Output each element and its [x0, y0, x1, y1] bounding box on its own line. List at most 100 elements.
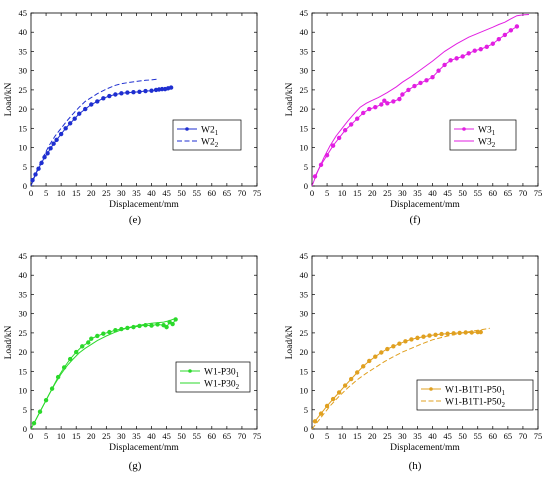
legend-subscript: 2: [236, 383, 240, 391]
data-point: [149, 323, 154, 328]
y-tick-label: 40: [19, 270, 28, 280]
legend-subscript: 2: [501, 401, 505, 409]
legend-entry: W1-P302: [204, 380, 240, 392]
x-tick-label: 30: [117, 188, 126, 198]
data-point: [466, 51, 471, 56]
y-tick-label: 35: [19, 289, 28, 299]
x-tick-label: 10: [57, 431, 66, 441]
data-point: [448, 58, 453, 63]
y-tick-label: 35: [300, 46, 309, 56]
x-tick-label: 20: [87, 431, 96, 441]
y-tick-label: 45: [19, 251, 28, 261]
data-point: [348, 122, 354, 127]
x-tick-label: 15: [353, 188, 362, 198]
x-tick-label: 35: [413, 188, 422, 198]
x-axis-label: Displacement/mm: [390, 443, 460, 453]
x-tick-label: 45: [443, 431, 452, 441]
data-point: [170, 321, 175, 327]
data-point: [143, 88, 148, 94]
data-point: [433, 332, 438, 338]
x-tick-label: 5: [44, 188, 48, 198]
data-point: [125, 90, 130, 95]
data-point: [336, 135, 342, 141]
data-point: [460, 54, 465, 59]
x-tick-label: 40: [428, 188, 437, 198]
x-tick-label: 5: [325, 431, 329, 441]
legend-box: [172, 119, 242, 151]
x-tick-label: 65: [504, 431, 513, 441]
panel-caption: (g): [129, 460, 142, 472]
x-tick-label: 65: [504, 188, 513, 198]
data-point: [436, 68, 441, 73]
x-tick-label: 70: [519, 431, 528, 441]
data-point: [382, 98, 387, 103]
y-tick-label: 30: [300, 309, 309, 319]
data-point: [412, 83, 417, 89]
legend-entry: W32: [478, 138, 496, 150]
chart-f: 0 5 10 15 20 25 30 35 40 45 50 55 60 65 70 75 0 5 10 15 20 25…: [285, 8, 542, 226]
data-point: [89, 102, 94, 107]
plot-frame: [30, 255, 258, 430]
data-point: [318, 411, 324, 416]
data-point: [74, 349, 79, 355]
legend-subscript: 2: [492, 141, 496, 149]
y-axis-label: Load/kN: [285, 82, 295, 116]
data-point: [330, 143, 336, 148]
series-line-2: [30, 78, 158, 187]
y-tick-label: 10: [300, 386, 309, 396]
chart-h: 0 5 10 15 20 25 30 35 40 45 50 55 60 65 70 75 0 5 10 15 20 25…: [285, 251, 542, 472]
legend-subscript: 1: [492, 129, 496, 137]
y-tick-label: 45: [300, 8, 309, 18]
legend-name: W3: [478, 126, 492, 136]
data-point: [439, 331, 444, 337]
y-tick-label: 15: [300, 123, 309, 133]
x-tick-label: 25: [383, 188, 392, 198]
legend-entry: W1-P301: [204, 368, 240, 380]
data-point: [161, 323, 166, 328]
legend-box: [175, 361, 251, 393]
data-point: [95, 99, 100, 104]
x-tick-label: 20: [87, 188, 96, 198]
x-axis-label: Displacement/mm: [109, 200, 179, 210]
y-tick-label: 0: [23, 424, 27, 434]
y-tick-label: 20: [19, 347, 28, 357]
series-line-1: [32, 87, 172, 181]
x-tick-label: 50: [177, 431, 186, 441]
x-tick-label: 70: [238, 188, 247, 198]
y-tick-label: 40: [300, 27, 309, 37]
data-point: [367, 358, 372, 364]
data-point: [397, 341, 402, 346]
y-tick-label: 10: [19, 143, 28, 153]
y-tick-label: 0: [23, 181, 27, 191]
y-tick-label: 25: [300, 328, 309, 338]
x-tick-label: 25: [102, 188, 111, 198]
y-axis-label: Load/kN: [285, 325, 295, 359]
series-line-2: [311, 14, 530, 187]
x-tick-label: 50: [177, 188, 186, 198]
x-tick-label: 30: [117, 431, 126, 441]
x-tick-label: 40: [147, 188, 156, 198]
data-point: [397, 96, 402, 102]
x-tick-label: 5: [325, 188, 329, 198]
x-tick-label: 25: [102, 431, 111, 441]
x-tick-label: 35: [413, 431, 422, 441]
x-tick-label: 5: [44, 431, 48, 441]
data-point: [137, 89, 142, 95]
data-point: [424, 78, 429, 83]
y-tick-label: 30: [19, 66, 28, 76]
data-point: [478, 46, 483, 52]
legend-name: W2: [201, 126, 215, 136]
x-tick-label: 75: [534, 188, 543, 198]
y-tick-label: 5: [23, 162, 27, 172]
y-tick-label: 5: [304, 162, 308, 172]
x-tick-label: 0: [29, 431, 33, 441]
x-tick-label: 0: [310, 188, 314, 198]
x-tick-label: 10: [338, 431, 347, 441]
data-point: [336, 390, 342, 395]
x-tick-label: 60: [489, 431, 498, 441]
legend-subscript: 2: [215, 141, 219, 149]
legend-marker: [462, 127, 466, 131]
y-tick-label: 40: [19, 27, 28, 37]
data-point: [367, 106, 372, 112]
